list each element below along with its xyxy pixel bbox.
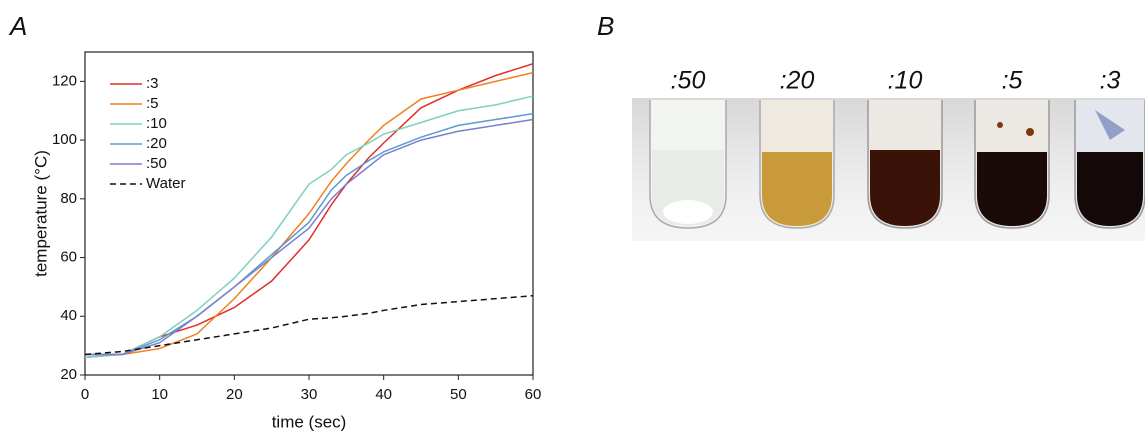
legend-label: Water (146, 175, 185, 192)
legend-label: :50 (146, 155, 167, 172)
y-tick-label: 60 (60, 249, 77, 266)
sample-label: :10 (888, 67, 923, 95)
y-tick-label: 40 (60, 307, 77, 324)
y-tick-label: 100 (52, 131, 77, 148)
y-axis-label: temperature (°C) (31, 150, 50, 277)
x-tick-label: 40 (375, 386, 392, 403)
y-tick-label: 80 (60, 190, 77, 207)
legend-label: :3 (146, 75, 159, 92)
y-tick-label: 120 (52, 72, 77, 89)
series-line (85, 71, 534, 356)
photo (632, 98, 1145, 241)
sample-label: :3 (1100, 67, 1121, 95)
tube (649, 100, 727, 229)
x-tick-label: 30 (301, 386, 318, 403)
x-tick-label: 20 (226, 386, 243, 403)
legend-label: :10 (146, 115, 167, 132)
legend-label: :5 (146, 95, 159, 112)
sample-label: :20 (780, 67, 815, 95)
series-line (84, 294, 534, 356)
series-line (85, 112, 534, 356)
x-tick-label: 0 (81, 386, 89, 403)
series-line (85, 118, 534, 356)
series-line (84, 95, 534, 359)
tube (1074, 100, 1145, 229)
x-tick-label: 50 (450, 386, 467, 403)
tube (867, 100, 943, 229)
panel-label: A (8, 11, 27, 41)
x-tick-label: 60 (525, 386, 542, 403)
tube (974, 100, 1050, 229)
panel-label: B (597, 11, 614, 41)
x-tick-label: 10 (151, 386, 168, 403)
y-tick-label: 20 (60, 366, 77, 383)
sample-label: :50 (671, 67, 706, 95)
series-line (84, 63, 534, 359)
tube (759, 100, 835, 229)
legend-label: :20 (146, 135, 167, 152)
sample-label: :5 (1002, 67, 1023, 95)
x-axis-label: time (sec) (272, 412, 347, 431)
